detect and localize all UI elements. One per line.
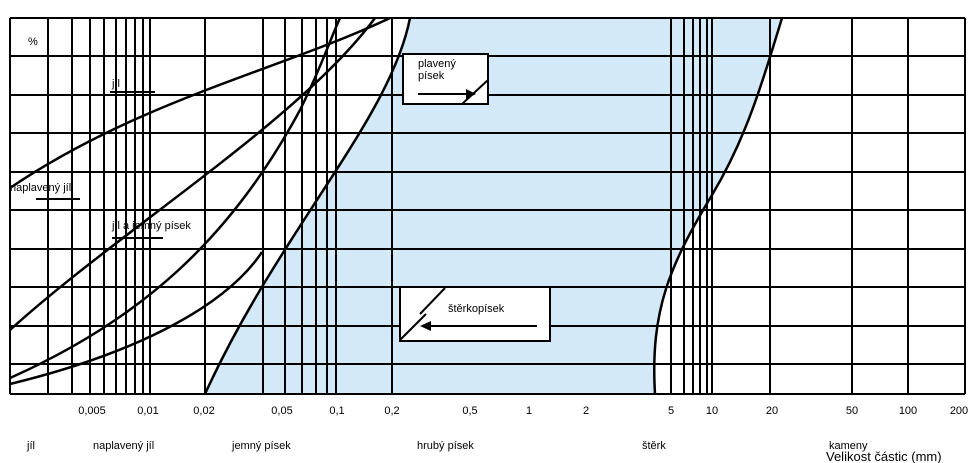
curve-naplaveny-jil (9, 17, 377, 331)
x-tick: 0,005 (78, 405, 106, 417)
x-tick: 0,5 (462, 405, 477, 417)
x-tick: 5 (668, 405, 674, 417)
shaded-band (205, 18, 782, 394)
x-tick: 50 (846, 405, 858, 417)
box-sterkopisek-diagonal-2 (419, 287, 446, 315)
curve-lower (9, 251, 264, 386)
x-axis-title: Velikost částic (mm) (826, 449, 942, 463)
box-plaveny-pisek-line2: písek (418, 70, 445, 82)
box-plaveny-pisek-diagonal (461, 79, 489, 105)
soil-class-jil: jíl (26, 440, 35, 452)
x-tick: 2 (583, 405, 589, 417)
box-sterkopisek-label: štěrkopísek (448, 303, 505, 315)
box-plaveny-pisek: plavený písek (402, 53, 489, 105)
label-jil-jemny-pisek: jíl a jemný písek (111, 220, 191, 232)
label-naplaveny-jil: naplavený jíl (10, 182, 71, 194)
box-sterkopisek: štěrkopísek (399, 286, 551, 342)
x-tick: 200 (950, 405, 968, 417)
curves (9, 16, 784, 395)
soil-class-kameny: kameny (829, 440, 868, 452)
x-tick: 0,2 (384, 405, 399, 417)
band-right-boundary (653, 17, 784, 395)
arrow-right-icon (466, 89, 476, 99)
x-tick: 0,02 (193, 405, 214, 417)
curve-jil-jemny-pisek (9, 17, 342, 380)
x-tick: 1 (526, 405, 532, 417)
x-tick: 100 (899, 405, 917, 417)
y-unit: % (28, 36, 38, 48)
soil-class-hruby-pisek: hrubý písek (417, 440, 474, 452)
x-tick: 0,1 (329, 405, 344, 417)
x-tick: 10 (706, 405, 718, 417)
curve-jil (9, 16, 391, 190)
soil-class-sterk: štěrk (642, 440, 666, 452)
arrow-left-icon (420, 321, 431, 331)
x-tick-labels: 0,005 0,01 0,02 0,05 0,1 0,2 0,5 1 2 5 1… (78, 405, 968, 417)
soil-class-labels: jíl naplavený jíl jemný písek hrubý píse… (26, 440, 868, 452)
band-left-boundary (203, 17, 412, 395)
box-plaveny-pisek-line1: plavený (418, 58, 456, 70)
x-tick: 20 (766, 405, 778, 417)
x-tick: 0,01 (137, 405, 158, 417)
x-tick: 0,05 (271, 405, 292, 417)
soil-class-jemny-pisek: jemný písek (231, 440, 291, 452)
label-jil: jíl (111, 78, 120, 90)
soil-class-naplaveny-jil: naplavený jíl (93, 440, 154, 452)
box-sterkopisek-diagonal (399, 313, 427, 341)
grid (9, 17, 966, 395)
